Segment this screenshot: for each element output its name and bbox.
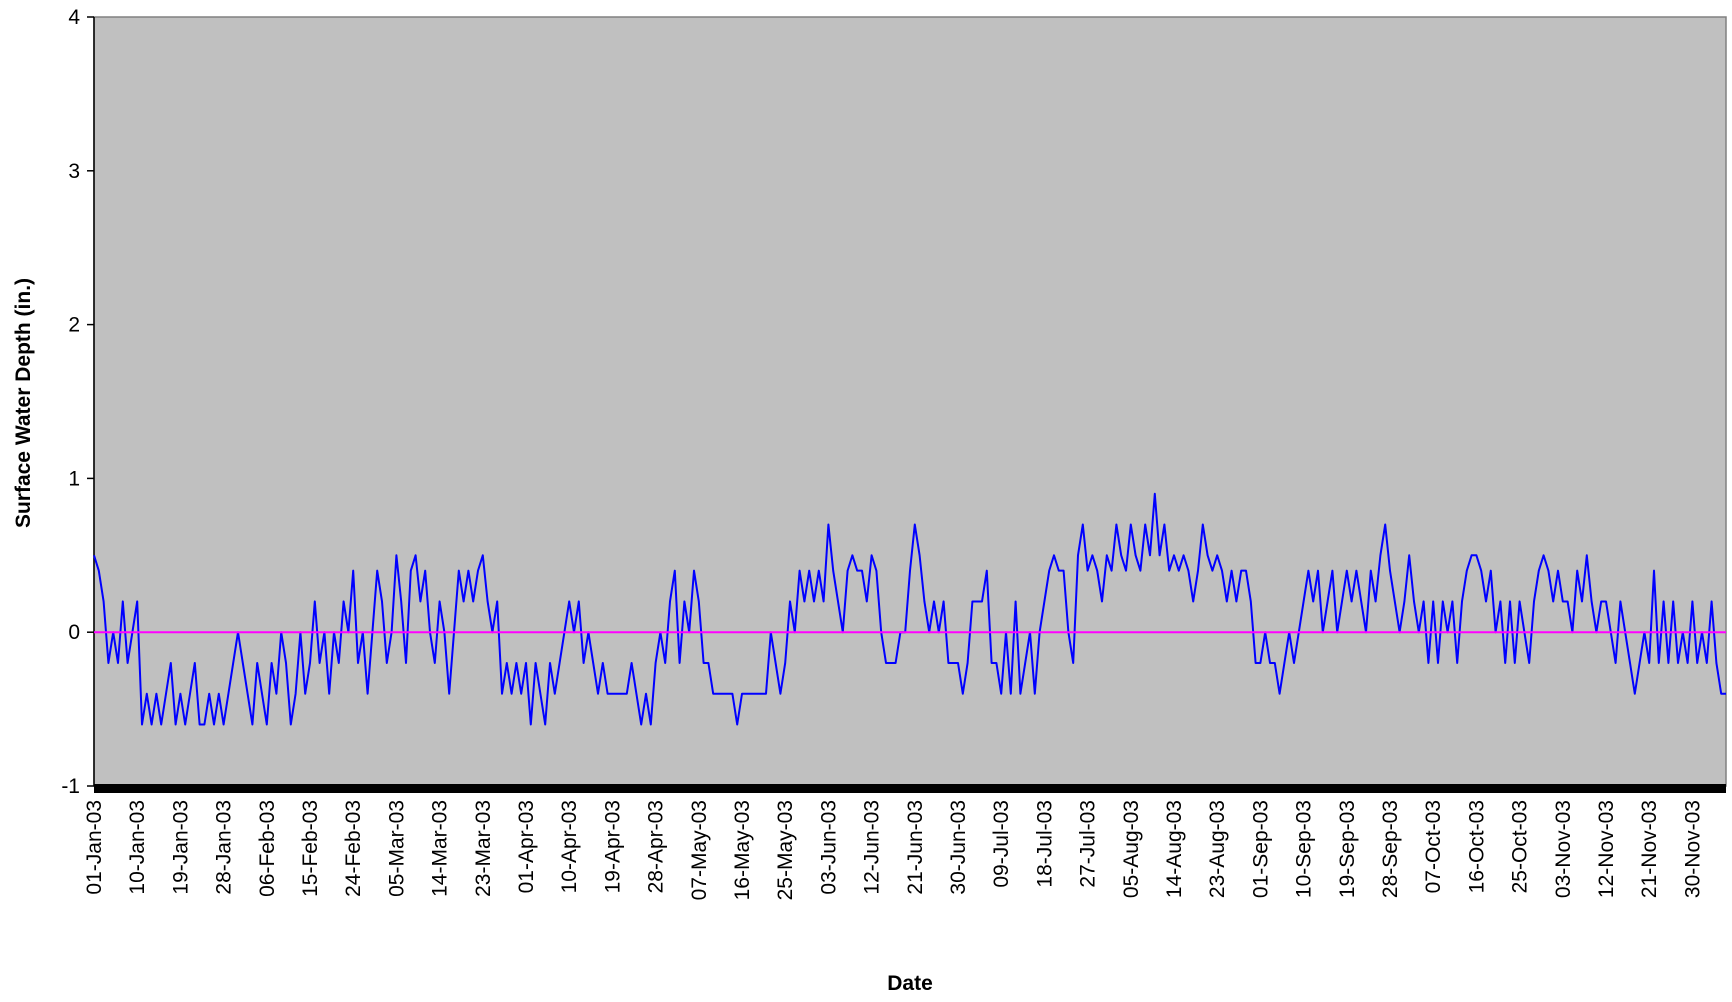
x-tick-label: 03-Nov-03 <box>1552 800 1575 898</box>
x-tick-label: 19-Sep-03 <box>1336 800 1359 898</box>
y-tick-label: 0 <box>68 621 80 644</box>
x-tick-label: 09-Jul-03 <box>990 800 1013 888</box>
x-tick-label: 15-Feb-03 <box>299 800 322 897</box>
y-axis-title: Surface Water Depth (in.) <box>12 278 35 528</box>
x-tick-label: 12-Nov-03 <box>1595 800 1618 898</box>
y-tick-label: 4 <box>68 6 80 29</box>
x-tick-label: 05-Mar-03 <box>385 800 408 897</box>
y-tick-label: 1 <box>68 467 80 490</box>
x-tick-label: 07-May-03 <box>688 800 711 900</box>
x-tick-label: 21-Jun-03 <box>904 800 927 895</box>
x-tick-label: 27-Jul-03 <box>1077 800 1100 888</box>
x-axis-title: Date <box>887 972 933 995</box>
x-tick-label: 25-May-03 <box>774 800 797 900</box>
x-tick-label: 01-Jan-03 <box>83 800 106 895</box>
x-tick-label: 10-Jan-03 <box>126 800 149 895</box>
x-tick-label: 30-Nov-03 <box>1681 800 1704 898</box>
x-tick-label: 18-Jul-03 <box>1033 800 1056 888</box>
x-tick-label: 03-Jun-03 <box>817 800 840 895</box>
data-line <box>93 492 1726 726</box>
x-tick-label: 10-Apr-03 <box>558 800 581 893</box>
plot-area <box>93 16 1727 787</box>
x-tick-label: 12-Jun-03 <box>861 800 884 895</box>
x-tick-label: 28-Sep-03 <box>1379 800 1402 898</box>
x-tick-label: 25-Oct-03 <box>1509 800 1532 893</box>
x-tick-label: 24-Feb-03 <box>342 800 365 897</box>
x-tick-label: 28-Apr-03 <box>645 800 668 893</box>
x-tick-label: 10-Sep-03 <box>1293 800 1316 898</box>
y-tick-label: 3 <box>68 160 80 183</box>
x-tick-label: 07-Oct-03 <box>1422 800 1445 893</box>
x-tick-label: 01-Apr-03 <box>515 800 538 893</box>
x-tick-label: 21-Nov-03 <box>1638 800 1661 898</box>
y-tick-label: -1 <box>61 775 80 798</box>
x-tick-label: 19-Apr-03 <box>601 800 624 893</box>
x-tick-label: 05-Aug-03 <box>1120 800 1143 898</box>
x-tick-label: 16-Oct-03 <box>1465 800 1488 893</box>
x-tick-label: 30-Jun-03 <box>947 800 970 895</box>
x-tick-label: 01-Sep-03 <box>1249 800 1272 898</box>
x-tick-label: 14-Mar-03 <box>429 800 452 897</box>
x-tick-label: 06-Feb-03 <box>256 800 279 897</box>
x-tick-label: 14-Aug-03 <box>1163 800 1186 898</box>
y-tick-label: 2 <box>68 314 80 337</box>
x-axis-band <box>94 784 1726 793</box>
x-tick-label: 28-Jan-03 <box>213 800 236 895</box>
x-tick-label: 23-Mar-03 <box>472 800 495 897</box>
x-tick-label: 16-May-03 <box>731 800 754 900</box>
x-tick-label: 19-Jan-03 <box>169 800 192 895</box>
x-tick-label: 23-Aug-03 <box>1206 800 1229 898</box>
